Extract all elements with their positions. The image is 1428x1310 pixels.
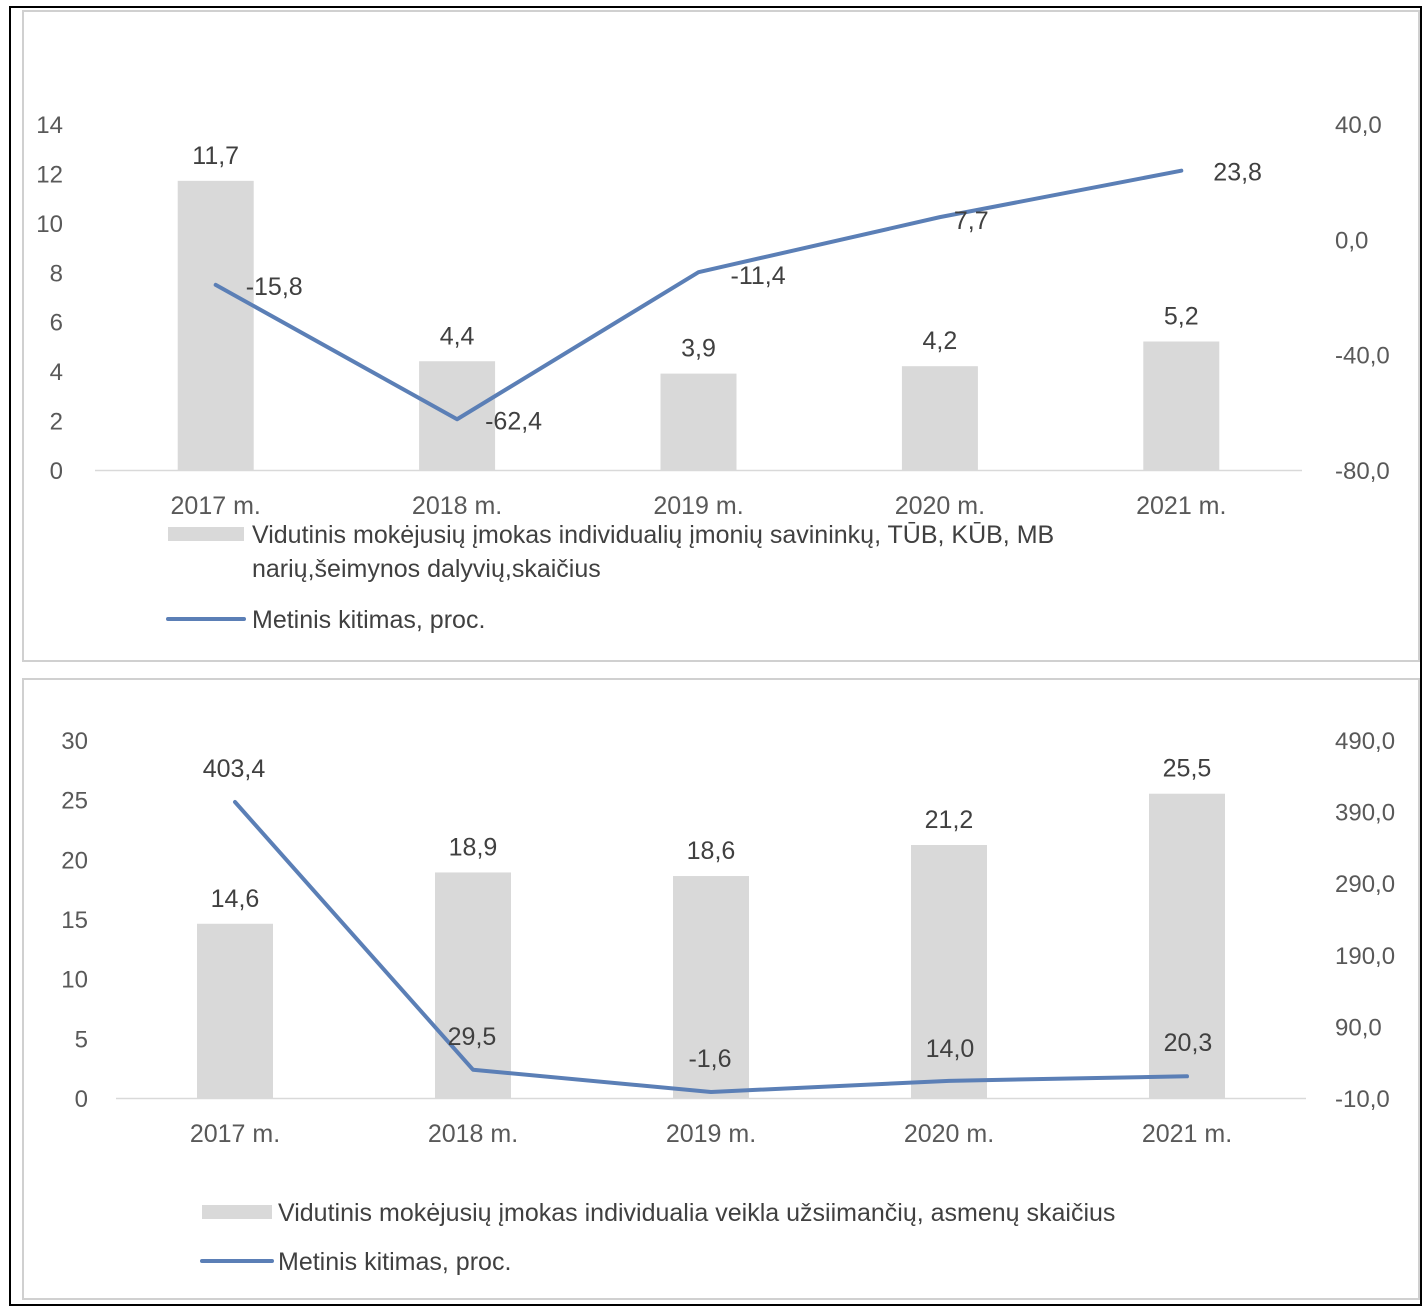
right-axis-tick-label: -80,0 [1335,458,1390,485]
bar [197,923,273,1098]
line-data-label: 29,5 [448,1023,497,1051]
x-axis-category-label: 2017 m. [171,492,261,520]
bar [435,872,511,1098]
legend-label: Vidutinis mokėjusių įmokas individualių … [252,521,1054,549]
legend-label: narių,šeimynos dalyvių,skaičius [252,555,601,583]
right-axis-tick-label: 40,0 [1335,112,1382,139]
line-data-label: 403,4 [203,755,266,783]
line-data-label: -11,4 [731,262,786,290]
right-axis-tick-label: -40,0 [1335,343,1390,370]
left-axis-tick-label: 0 [75,1086,88,1113]
line-data-label: 14,0 [926,1035,975,1063]
line-data-label: 20,3 [1164,1029,1213,1057]
chart-panel-1 [22,10,1420,662]
bar-data-label: 14,6 [211,885,260,913]
left-axis-tick-label: 20 [61,847,88,874]
right-axis-tick-label: 390,0 [1335,800,1395,827]
x-axis-category-label: 2017 m. [190,1120,280,1148]
bar-data-label: 5,2 [1164,302,1199,330]
right-axis-tick-label: 490,0 [1335,728,1395,755]
x-axis-category-label: 2019 m. [666,1120,756,1148]
bar [901,366,978,470]
bar-data-label: 4,2 [923,327,958,355]
bar-data-label: 4,4 [440,322,475,350]
x-axis-category-label: 2018 m. [428,1120,518,1148]
right-axis-tick-label: -10,0 [1335,1086,1390,1113]
bar-data-label: 18,6 [687,837,736,865]
bar [1143,341,1220,470]
left-axis-tick-label: 4 [50,359,63,386]
right-axis-tick-label: 90,0 [1335,1014,1382,1041]
x-axis-category-label: 2021 m. [1136,492,1226,520]
left-axis-tick-label: 5 [75,1026,88,1053]
bar-data-label: 3,9 [681,335,716,363]
x-axis-category-label: 2019 m. [653,492,743,520]
line-data-label: -1,6 [688,1045,731,1073]
x-axis-category-label: 2018 m. [412,492,502,520]
x-axis-category-label: 2020 m. [904,1120,994,1148]
bar-data-label: 21,2 [925,806,974,834]
right-axis-tick-label: 190,0 [1335,943,1395,970]
left-axis-tick-label: 8 [50,260,63,287]
left-axis-tick-label: 6 [50,310,63,337]
left-axis-tick-label: 14 [36,112,63,139]
bar-data-label: 11,7 [192,142,239,170]
bar [911,845,987,1098]
right-axis-tick-label: 0,0 [1335,227,1368,254]
left-axis-tick-label: 12 [36,161,63,188]
line-data-label: -15,8 [246,273,303,301]
line-data-label: 7,7 [954,207,989,235]
legend-swatch-bars [168,527,244,541]
bar [177,180,254,471]
line-data-label: -62,4 [485,407,542,435]
left-axis-tick-label: 2 [50,409,63,436]
left-axis-tick-label: 10 [36,211,63,238]
bar [673,876,749,1098]
left-axis-tick-label: 10 [61,967,88,994]
legend-swatch-bars [202,1205,272,1219]
bar [419,361,496,470]
left-axis-tick-label: 30 [61,728,88,755]
legend-label: Vidutinis mokėjusių įmokas individualia … [278,1199,1115,1227]
left-axis-tick-label: 0 [50,458,63,485]
bar [660,373,737,470]
left-axis-tick-label: 25 [61,788,88,815]
legend-label: Metinis kitimas, proc. [278,1248,511,1276]
line-data-label: 23,8 [1213,159,1262,187]
left-axis-tick-label: 15 [61,907,88,934]
right-axis-tick-label: 290,0 [1335,871,1395,898]
bar-data-label: 25,5 [1163,755,1212,783]
bar-data-label: 18,9 [449,833,498,861]
x-axis-category-label: 2020 m. [895,492,985,520]
x-axis-category-label: 2021 m. [1142,1120,1232,1148]
bar [1149,793,1225,1098]
legend-label: Metinis kitimas, proc. [252,606,485,634]
